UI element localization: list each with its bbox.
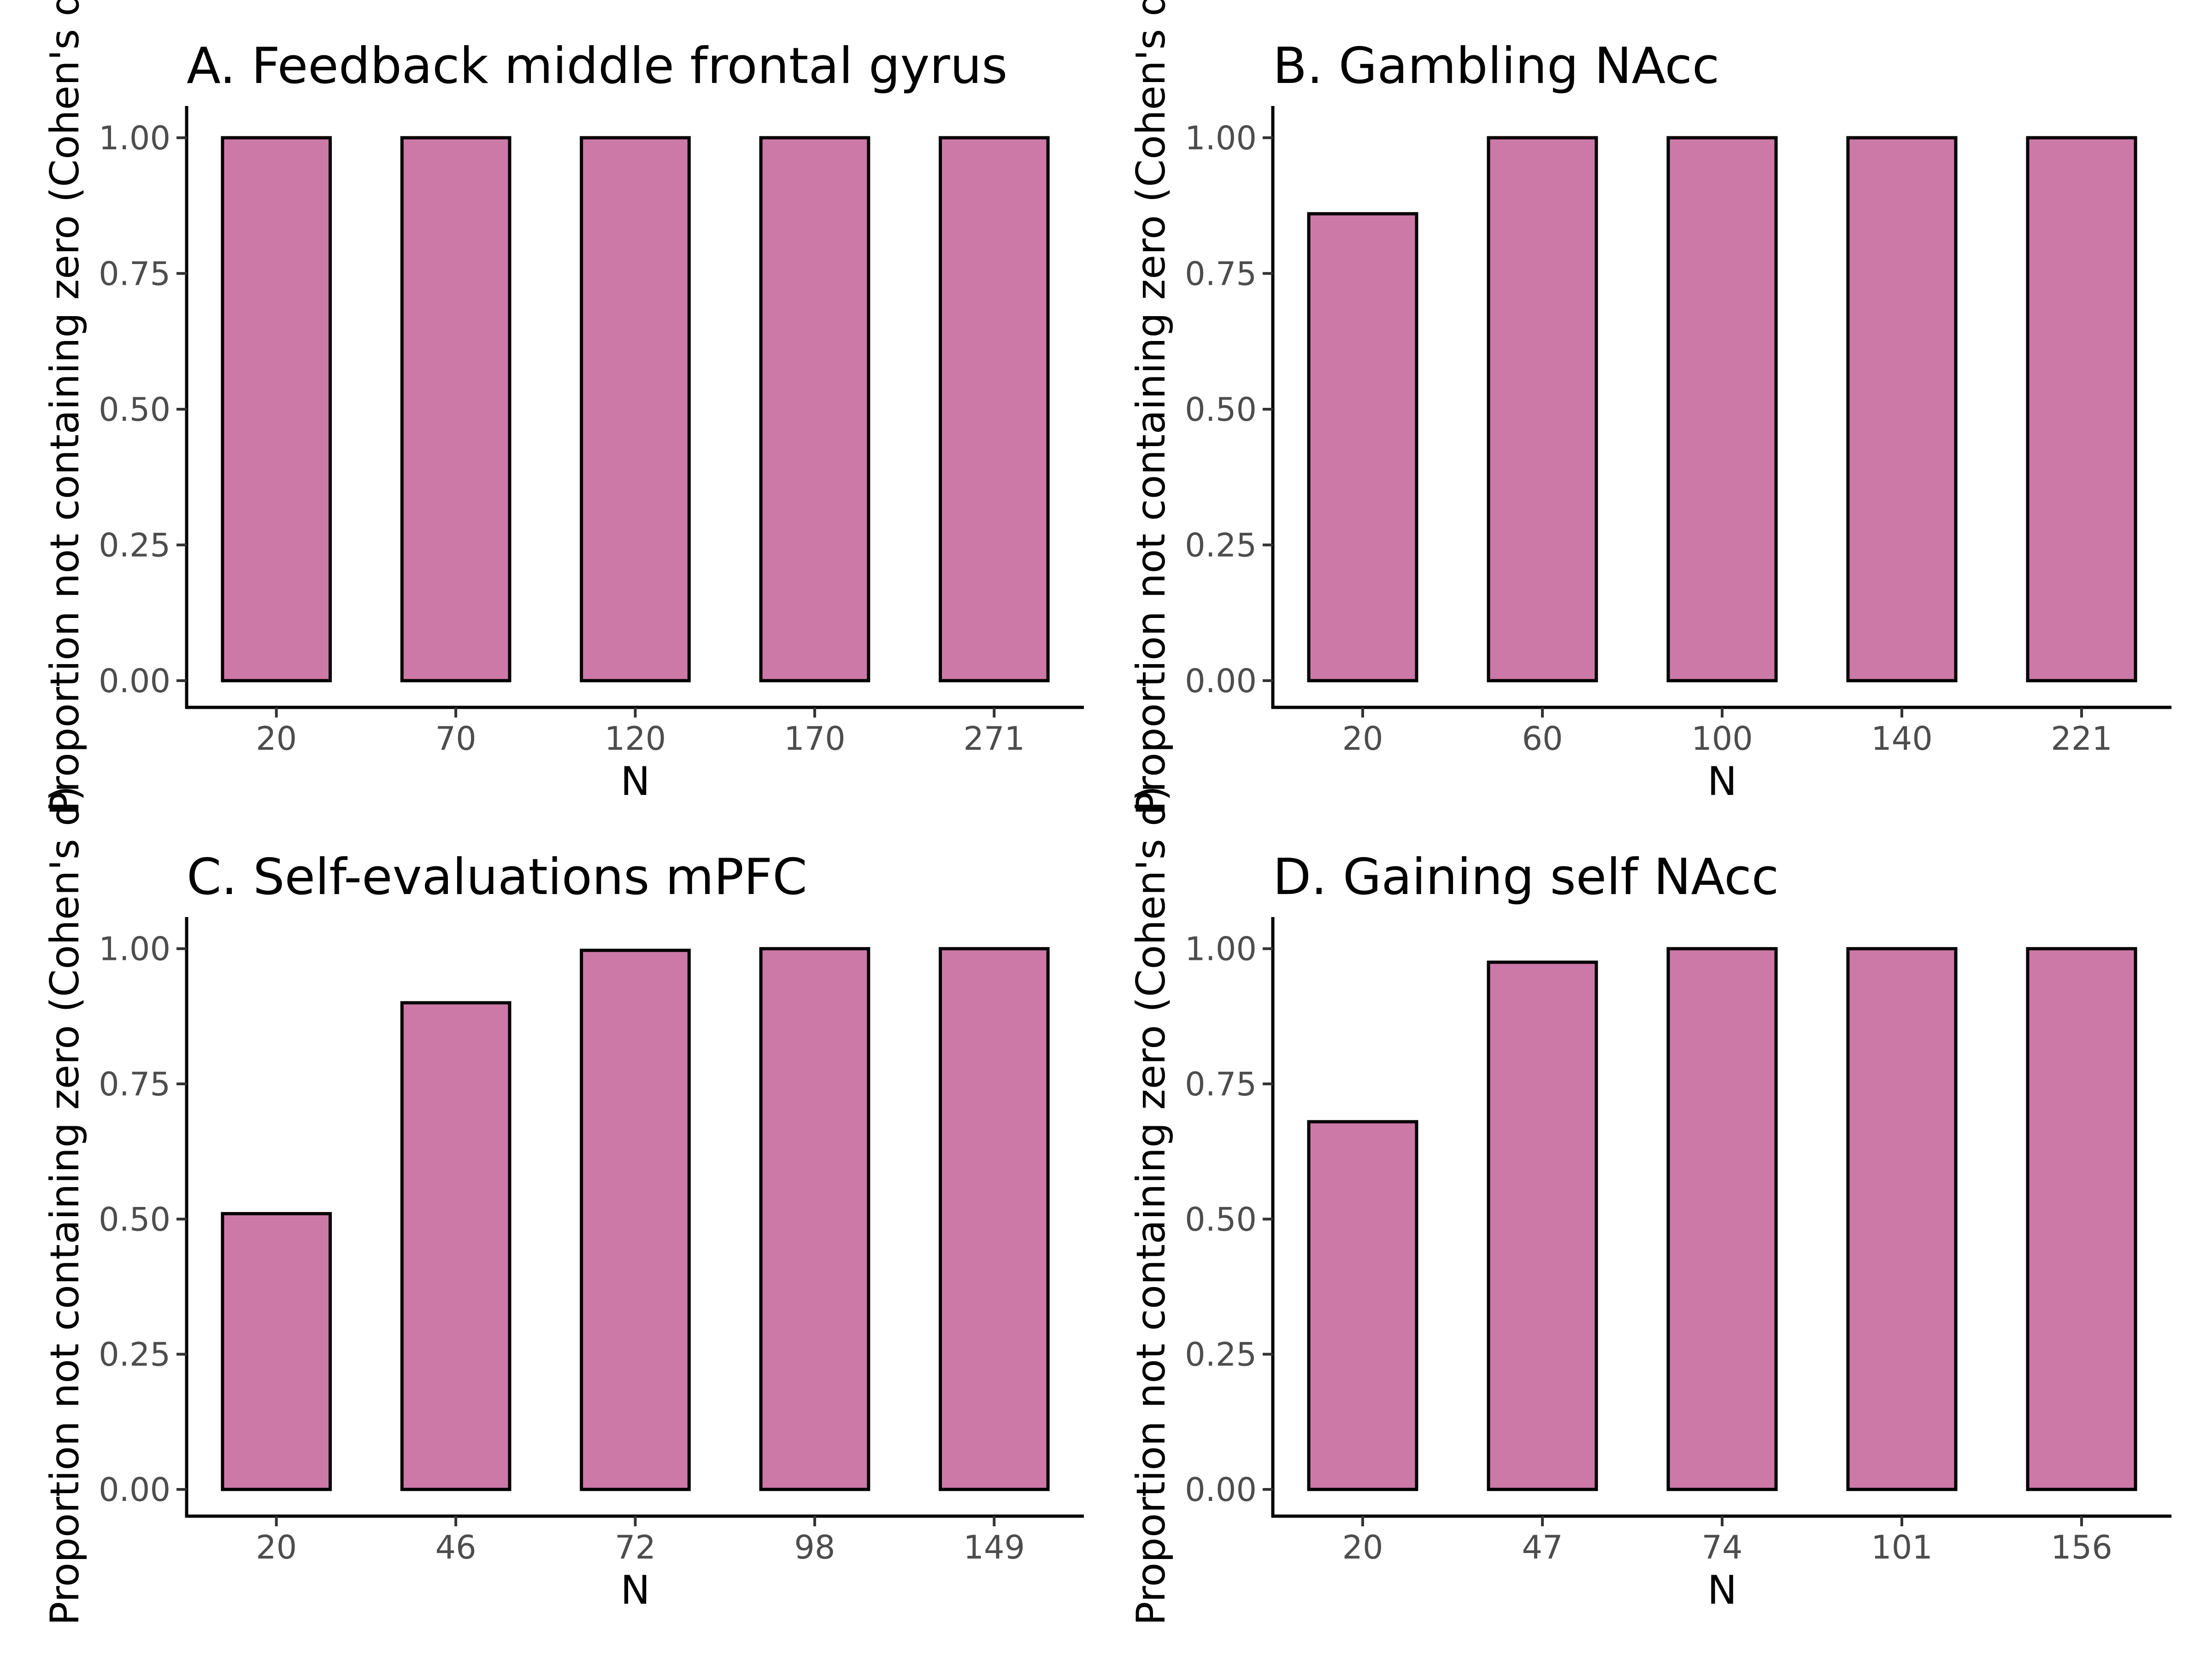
panel-a-title: A. Feedback middle frontal gyrus: [187, 37, 1007, 95]
panel-d-x-tick-label: 20: [1342, 1529, 1383, 1566]
panel-d-y-tick-label: 0.25: [1185, 1336, 1257, 1374]
panel-a-x-tick-label: 170: [784, 720, 846, 758]
panel-d-bar: [1487, 960, 1598, 1491]
panel-a-bar: [759, 136, 871, 682]
panel-c-x-tick-label: 149: [963, 1529, 1025, 1566]
panel-a-y-tick-label: 0.75: [99, 255, 171, 293]
panel-b-x-tick-label: 20: [1342, 720, 1383, 758]
panel-a-y-tick-label: 0.25: [99, 526, 171, 564]
panel-d-ylabel: Proportion not containing zero (Cohen's …: [1128, 786, 1174, 1625]
panel-c-bar: [580, 948, 691, 1491]
panel-d: D. Gaining self NAcc N Proportion not co…: [1128, 786, 2171, 1625]
panel-b-y-tick-label: 0.75: [1185, 255, 1257, 293]
panel-b-title: B. Gambling NAcc: [1273, 37, 1719, 95]
panel-d-x-tick-label: 74: [1701, 1529, 1742, 1566]
panel-d-title: D. Gaining self NAcc: [1273, 848, 1779, 906]
panel-a-y-tick-label: 0.00: [99, 662, 171, 700]
panel-b-xlabel: N: [1707, 759, 1737, 805]
panel-a-bar: [580, 136, 691, 682]
panel-d-y-tick-label: 0.75: [1185, 1065, 1257, 1103]
panel-a: A. Feedback middle frontal gyrus N Propo…: [42, 0, 1084, 816]
panel-d-x-tick-label: 47: [1522, 1529, 1563, 1566]
panel-c-xlabel: N: [620, 1567, 650, 1613]
panel-b-bar: [1846, 136, 1958, 682]
panel-c-x-tick-label: 98: [794, 1529, 835, 1566]
panel-b-y-tick-label: 1.00: [1185, 119, 1257, 157]
panel-b-ylabel: Proportion not containing zero (Cohen's …: [1128, 0, 1174, 816]
panel-d-x-tick-label: 156: [2051, 1529, 2112, 1566]
panel-a-x-tick-label: 70: [435, 720, 477, 758]
panel-b-bar: [1307, 212, 1418, 682]
panel-b-x-tick-label: 140: [1871, 720, 1933, 758]
panel-d-bar: [2026, 947, 2137, 1491]
panel-a-y-tick-label: 0.50: [99, 391, 171, 429]
panel-a-bar: [938, 136, 1050, 682]
panel-c: C. Self-evaluations mPFC N Proportion no…: [42, 786, 1084, 1625]
panel-a-x-tick-label: 120: [605, 720, 666, 758]
panel-d-y-tick-label: 1.00: [1185, 930, 1257, 968]
panel-c-ylabel: Proportion not containing zero (Cohen's …: [42, 786, 88, 1625]
panel-a-bar: [221, 136, 332, 682]
panel-c-y-tick-label: 0.75: [99, 1065, 171, 1103]
panel-a-x-tick-label: 20: [256, 720, 297, 758]
panel-c-bar: [759, 947, 871, 1491]
panel-b: B. Gambling NAcc N Proportion not contai…: [1128, 0, 2171, 816]
panel-c-bar: [938, 947, 1050, 1491]
panel-b-bar: [1487, 136, 1598, 682]
panel-b-x-tick-label: 221: [2051, 720, 2112, 758]
panel-b-y-tick-label: 0.50: [1185, 391, 1257, 429]
panel-c-bar: [400, 1001, 512, 1491]
panel-d-x-tick-label: 101: [1871, 1529, 1933, 1566]
panel-b-y-tick-label: 0.00: [1185, 662, 1257, 700]
panel-c-x-tick-label: 46: [435, 1529, 477, 1566]
panel-d-xlabel: N: [1707, 1567, 1737, 1613]
panel-b-x-tick-label: 60: [1522, 720, 1563, 758]
panel-b-y-tick-label: 0.25: [1185, 526, 1257, 564]
panel-a-xlabel: N: [620, 759, 650, 805]
panel-b-x-tick-label: 100: [1691, 720, 1753, 758]
panel-c-x-tick-label: 72: [615, 1529, 656, 1566]
panel-c-y-tick-label: 0.00: [99, 1471, 171, 1509]
panel-d-y-tick-label: 0.50: [1185, 1200, 1257, 1238]
panel-b-bar: [1666, 136, 1778, 682]
panel-d-y-tick-label: 0.00: [1185, 1471, 1257, 1509]
panel-c-bar: [221, 1212, 332, 1491]
panel-a-bar: [400, 136, 512, 682]
panel-c-y-tick-label: 0.50: [99, 1200, 171, 1238]
panel-c-y-tick-label: 0.25: [99, 1336, 171, 1374]
panel-a-y-tick-label: 1.00: [99, 119, 171, 157]
panel-d-bar: [1846, 947, 1958, 1491]
panel-d-bar: [1307, 1120, 1418, 1491]
panel-d-bar: [1666, 947, 1778, 1491]
panel-c-y-tick-label: 1.00: [99, 930, 171, 968]
panel-c-x-tick-label: 20: [256, 1529, 297, 1566]
panel-a-ylabel: Proportion not containing zero (Cohen's …: [42, 0, 88, 816]
panel-b-bar: [2026, 136, 2137, 682]
panel-c-title: C. Self-evaluations mPFC: [187, 848, 807, 906]
panel-a-x-tick-label: 271: [963, 720, 1025, 758]
